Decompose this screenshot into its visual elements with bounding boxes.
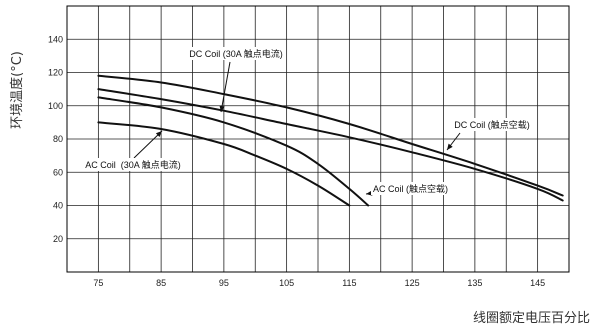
x-axis-label: 线圈额定电压百分比	[473, 311, 590, 326]
y-tick-label: 120	[48, 68, 63, 78]
annotation-arrowhead	[155, 131, 162, 138]
annotation-label-background	[452, 118, 532, 131]
x-tick-label: 125	[405, 278, 420, 288]
y-tick-label: 140	[48, 34, 63, 44]
series-line-dc-coil-30a	[97, 74, 564, 197]
y-tick-label: 100	[48, 101, 63, 111]
annotation-arrowhead	[447, 143, 453, 150]
y-tick-label: 60	[53, 167, 63, 177]
annotation-label: DC Coil (30A 触点电流)	[189, 48, 283, 59]
y-tick-label: 40	[53, 201, 63, 211]
annotation-leader	[133, 130, 163, 159]
x-tick-label: 115	[342, 278, 356, 288]
annotation-arrowhead	[366, 190, 373, 196]
series-line-ac-coil	[97, 96, 370, 207]
x-tick-label: 145	[530, 278, 545, 288]
series-group	[97, 74, 564, 207]
y-axis-label: 环境温度(°C)	[9, 51, 25, 129]
annotation-label-background	[83, 158, 183, 171]
y-tick-label: 80	[53, 134, 63, 144]
series-line-dc-coil	[97, 88, 564, 202]
annotation-label: AC Coil (30A 触点电流)	[85, 159, 181, 170]
x-tick-label: 75	[93, 278, 103, 288]
y-tick-label: 20	[53, 234, 63, 244]
tick-labels: 75 85 95 105 115 125 135 145 20 40 60 80 100 120 140	[48, 34, 545, 288]
annotation-arrowhead	[219, 105, 225, 112]
x-tick-label: 135	[467, 278, 482, 288]
x-tick-label: 85	[156, 278, 166, 288]
grid	[67, 6, 569, 272]
series-line-ac-coil-30a	[97, 121, 351, 207]
x-tick-label: 95	[219, 278, 229, 288]
annotation-label-background	[187, 47, 285, 60]
annotation-label: AC Coil (触点空载)	[373, 183, 448, 194]
annotation-label: DC Coil (触点空载)	[454, 119, 530, 130]
annotation-group: DC Coil (30A 触点电流) DC Coil (触点空载) AC Coil …	[83, 47, 532, 196]
plot-frame	[66, 5, 570, 273]
x-tick-label: 105	[279, 278, 294, 288]
annotation-label-background	[371, 182, 451, 195]
annotation-leader	[220, 61, 231, 113]
